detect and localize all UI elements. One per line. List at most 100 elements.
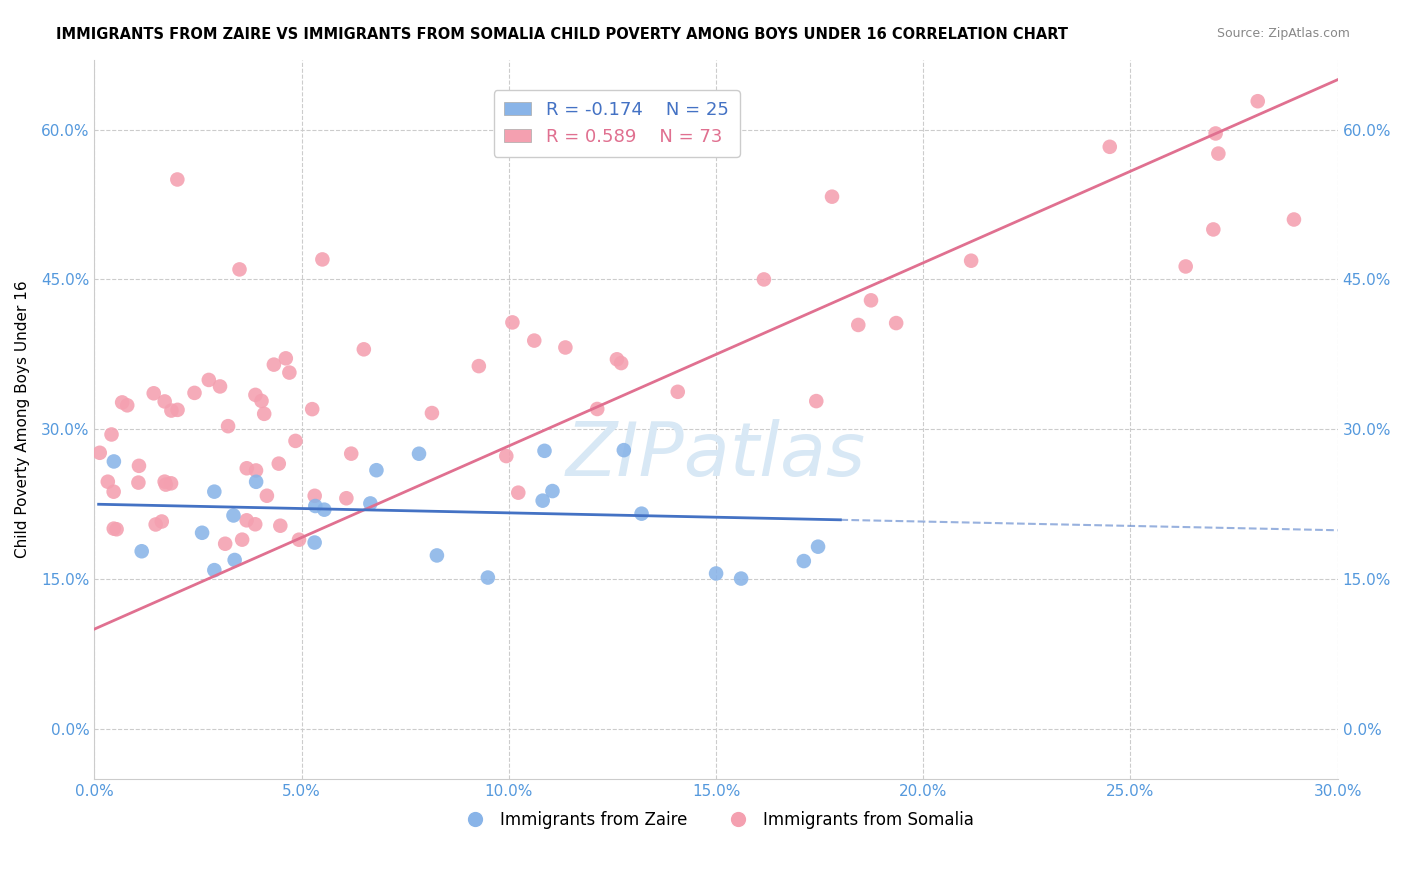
Point xyxy=(274,351,297,366)
Point xyxy=(541,484,564,499)
Point xyxy=(111,395,134,409)
Point xyxy=(97,475,120,489)
Point xyxy=(359,496,381,510)
Point xyxy=(610,356,633,370)
Point xyxy=(278,366,301,380)
Point xyxy=(245,475,267,489)
Point xyxy=(245,463,267,477)
Point xyxy=(806,394,828,409)
Point xyxy=(340,447,363,461)
Point xyxy=(523,334,546,348)
Point xyxy=(103,522,125,536)
Point xyxy=(231,533,253,547)
Point xyxy=(408,447,430,461)
Point xyxy=(160,476,183,491)
Point xyxy=(160,403,183,417)
Point xyxy=(508,485,530,500)
Point xyxy=(304,489,326,503)
Text: IMMIGRANTS FROM ZAIRE VS IMMIGRANTS FROM SOMALIA CHILD POVERTY AMONG BOYS UNDER : IMMIGRANTS FROM ZAIRE VS IMMIGRANTS FROM… xyxy=(56,27,1069,42)
Point xyxy=(304,499,326,513)
Point xyxy=(335,491,357,506)
Point xyxy=(145,517,167,532)
Point xyxy=(214,537,236,551)
Point xyxy=(477,570,499,584)
Point xyxy=(256,489,278,503)
Point xyxy=(183,385,205,400)
Point xyxy=(263,358,285,372)
Point xyxy=(250,393,273,408)
Point xyxy=(155,477,177,491)
Text: ZIPatlas: ZIPatlas xyxy=(567,419,866,491)
Point xyxy=(1174,260,1197,274)
Point xyxy=(253,407,276,421)
Point xyxy=(217,419,239,434)
Point xyxy=(730,572,752,586)
Point xyxy=(531,493,554,508)
Point xyxy=(142,386,165,401)
Point xyxy=(1247,94,1270,108)
Point xyxy=(606,352,628,367)
Point xyxy=(821,189,844,203)
Point xyxy=(426,549,449,563)
Point xyxy=(235,513,257,527)
Point xyxy=(304,535,326,549)
Point xyxy=(284,434,307,448)
Point xyxy=(127,475,149,490)
Y-axis label: Child Poverty Among Boys Under 16: Child Poverty Among Boys Under 16 xyxy=(15,280,30,558)
Point xyxy=(353,343,375,357)
Point xyxy=(208,379,231,393)
Point xyxy=(846,318,869,332)
Point xyxy=(1208,146,1230,161)
Point xyxy=(89,446,111,460)
Point xyxy=(153,394,176,409)
Point xyxy=(468,359,491,373)
Point xyxy=(105,522,128,536)
Point xyxy=(228,262,250,277)
Point xyxy=(236,461,259,475)
Point xyxy=(807,540,830,554)
Point xyxy=(202,563,225,577)
Point xyxy=(191,525,214,540)
Point xyxy=(198,373,221,387)
Point xyxy=(554,341,576,355)
Point xyxy=(245,517,267,532)
Point xyxy=(128,458,150,473)
Point xyxy=(533,443,555,458)
Point xyxy=(630,507,652,521)
Point xyxy=(704,566,727,581)
Point xyxy=(269,518,291,533)
Point xyxy=(420,406,443,420)
Point xyxy=(960,253,983,268)
Point xyxy=(859,293,882,308)
Point xyxy=(224,553,246,567)
Point xyxy=(166,402,188,417)
Point xyxy=(115,398,138,412)
Point xyxy=(267,457,290,471)
Legend: Immigrants from Zaire, Immigrants from Somalia: Immigrants from Zaire, Immigrants from S… xyxy=(451,804,980,835)
Point xyxy=(366,463,388,477)
Point xyxy=(245,388,267,402)
Point xyxy=(495,449,517,463)
Point xyxy=(202,484,225,499)
Point xyxy=(1202,222,1225,236)
Point xyxy=(153,475,176,489)
Point xyxy=(150,515,173,529)
Point xyxy=(501,315,523,329)
Point xyxy=(301,402,323,417)
Point xyxy=(131,544,153,558)
Point xyxy=(311,252,333,267)
Point xyxy=(288,533,311,547)
Point xyxy=(613,443,636,458)
Text: Source: ZipAtlas.com: Source: ZipAtlas.com xyxy=(1216,27,1350,40)
Point xyxy=(1098,140,1121,154)
Point xyxy=(222,508,245,523)
Point xyxy=(314,502,336,516)
Point xyxy=(166,172,188,186)
Point xyxy=(884,316,907,330)
Point xyxy=(1282,212,1305,227)
Point xyxy=(100,427,122,442)
Point xyxy=(103,454,125,468)
Point xyxy=(752,272,775,286)
Point xyxy=(1205,127,1227,141)
Point xyxy=(103,484,125,499)
